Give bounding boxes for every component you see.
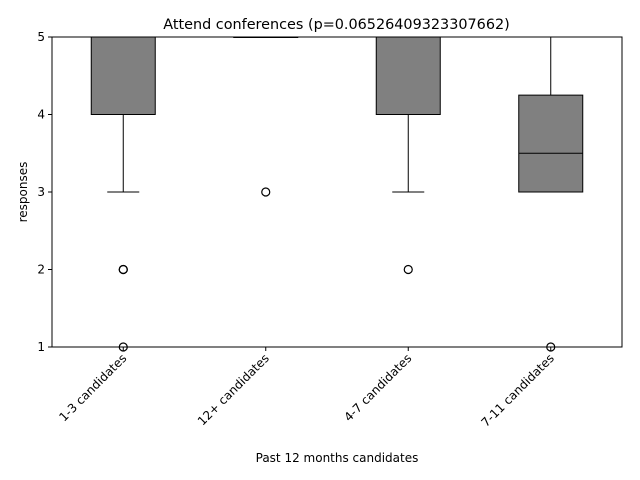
box-group [518, 36, 584, 352]
x-tick-label: 1-3 candidates [56, 351, 129, 424]
x-tick-label: 4-7 candidates [341, 351, 414, 424]
y-axis: 1 2 3 4 5 [37, 30, 52, 354]
outlier-point [403, 264, 413, 275]
box-group [90, 36, 156, 352]
box-group [233, 36, 299, 197]
y-tick-label: 2 [37, 263, 45, 277]
box-body [90, 36, 156, 115]
y-tick-label: 3 [37, 185, 45, 199]
outlier-point [118, 264, 128, 275]
box-group [375, 36, 441, 275]
x-tick-label: 12+ candidates [195, 351, 272, 428]
x-axis: 1-3 candidates 12+ candidates 4-7 candidat… [56, 347, 557, 430]
box-body [518, 94, 584, 193]
y-axis-label: responses [16, 162, 30, 223]
y-tick-label: 1 [37, 340, 45, 354]
outlier-point [261, 187, 271, 197]
plot-area [90, 36, 584, 352]
y-tick-label: 5 [37, 30, 45, 44]
x-tick-label: 7-11 candidates [478, 351, 556, 429]
y-tick-label: 4 [37, 108, 45, 122]
box-body [375, 36, 441, 115]
x-axis-label: Past 12 months candidates [256, 451, 419, 465]
chart-title: Attend conferences (p=0.0652640932330766… [163, 17, 510, 33]
